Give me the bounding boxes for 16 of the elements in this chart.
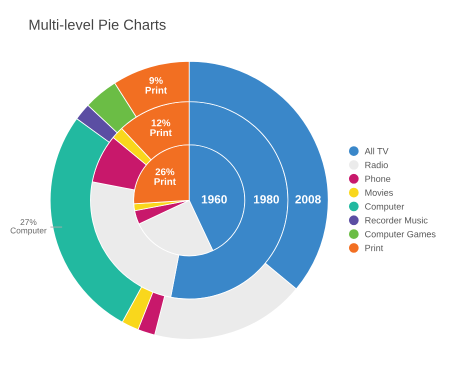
slice-label: 1960 [202,195,227,204]
chart-title: Multi-level Pie Charts [30,19,166,30]
legend-label: All TV [364,148,389,154]
slice-label: 2008 [295,195,321,204]
legend-label: Computer Games [365,230,436,240]
legend-label: Radio [365,162,388,168]
data-label: 12% Print [150,119,172,136]
legend-label: Recorder Music [365,216,428,224]
legend-label: Print [365,244,384,252]
legend-label: Computer [365,203,404,212]
data-label: 27% Computer [10,219,47,236]
slice-label: 1980 [254,195,279,204]
legend-label: Phone [365,175,390,182]
legend-label: Movies [365,189,393,196]
data-label: 26% Print [154,168,176,185]
data-label: 9% Print [146,77,167,94]
